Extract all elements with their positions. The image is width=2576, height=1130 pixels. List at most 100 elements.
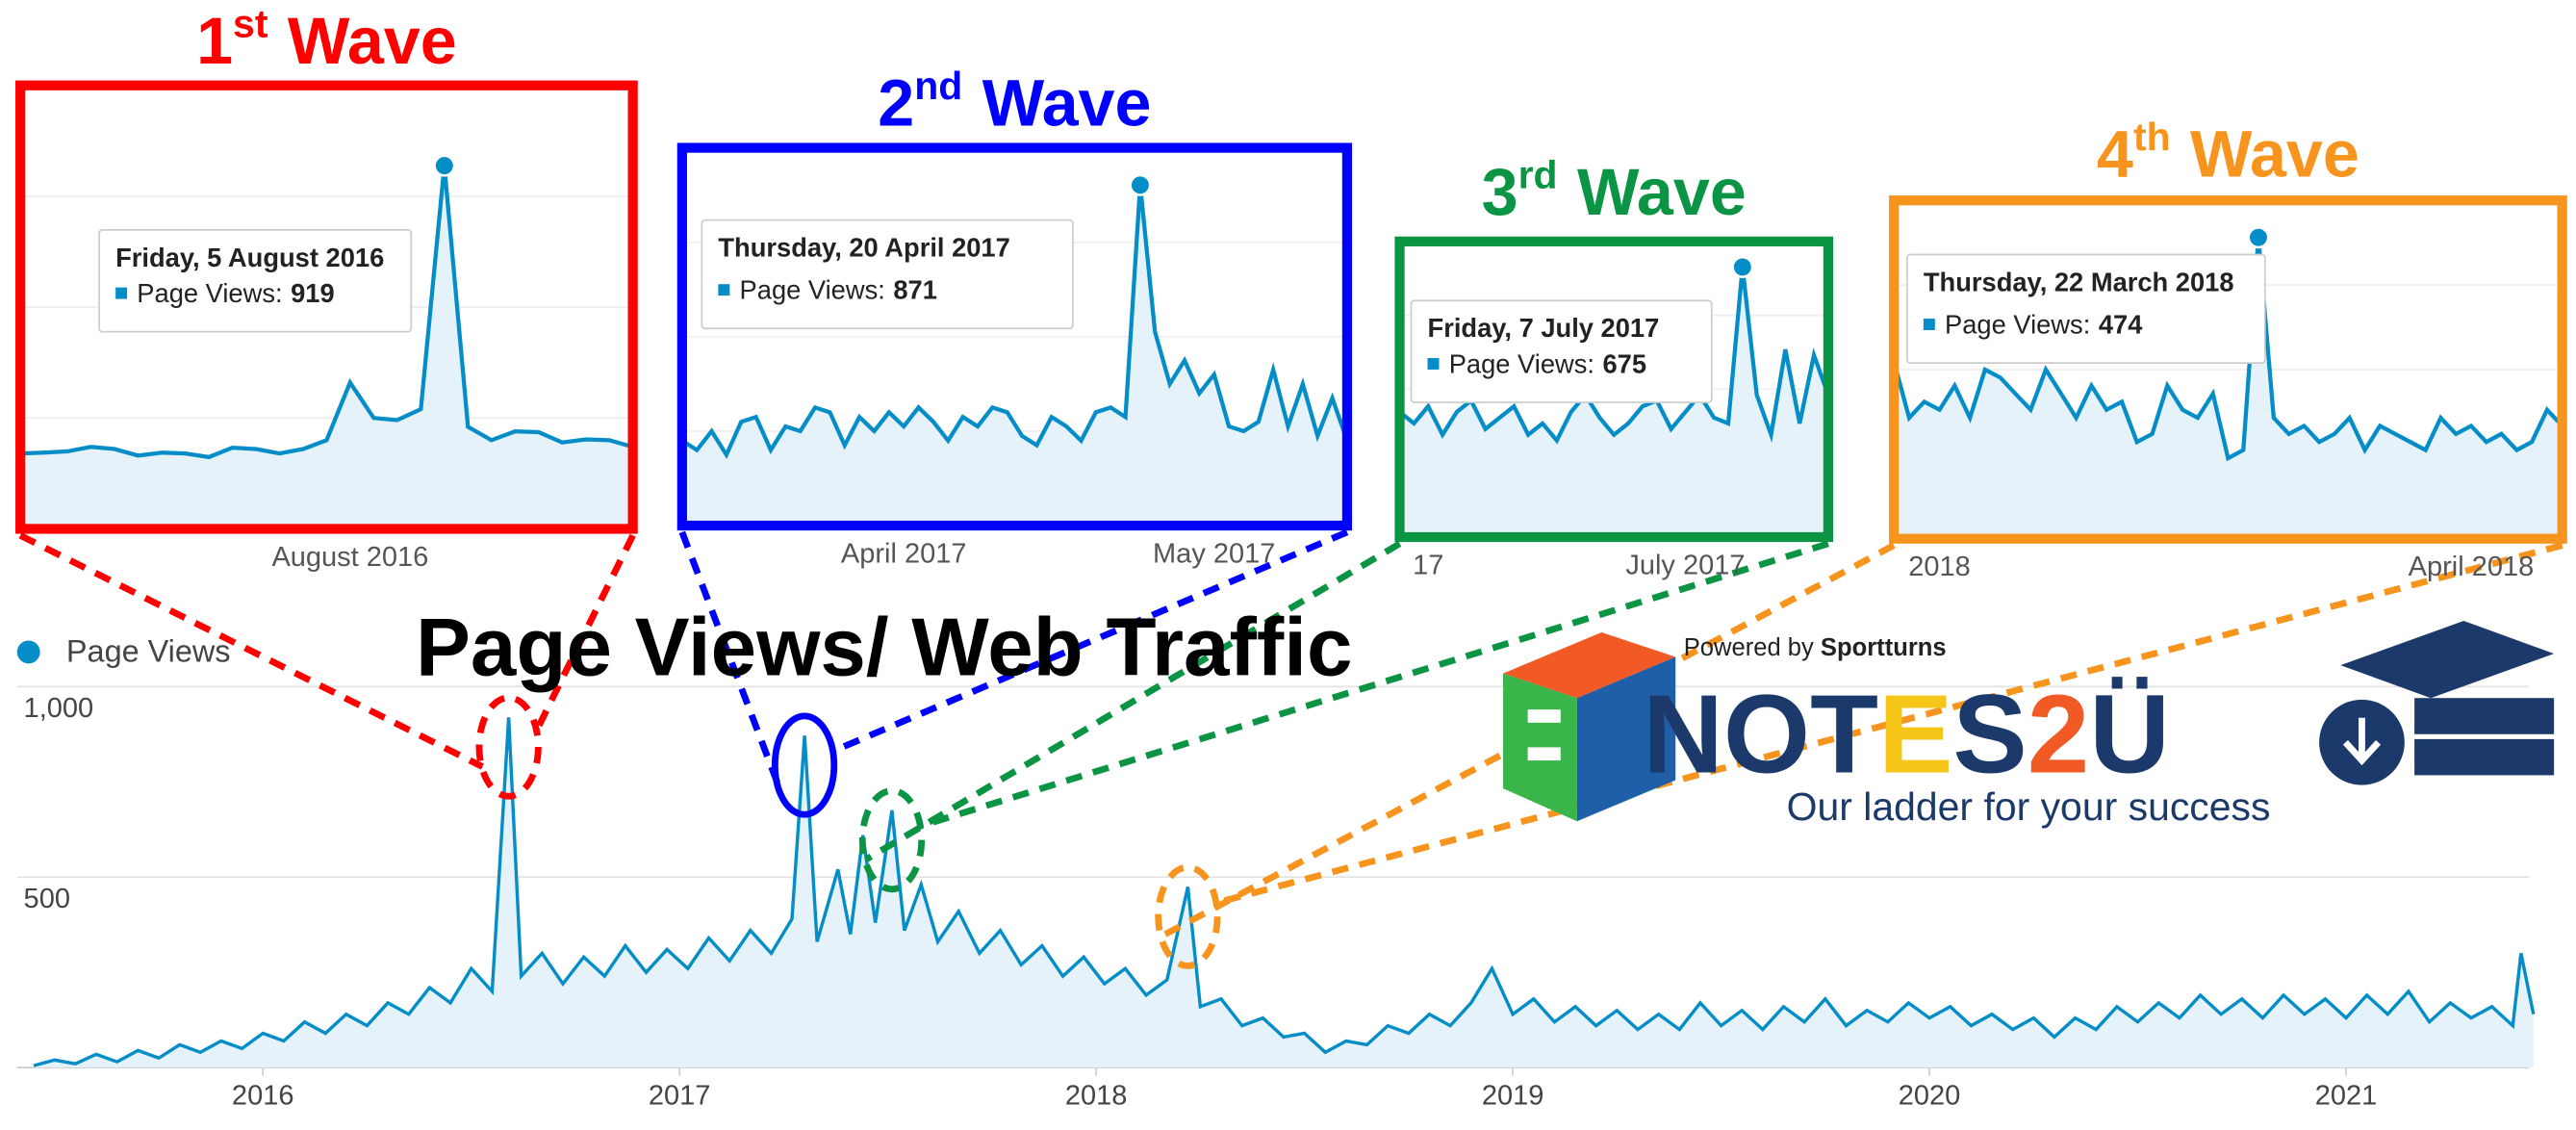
tooltip-date: Friday, 7 July 2017 (1428, 313, 1660, 343)
inset-x-label: July 2017 (1625, 550, 1745, 580)
wordmark-part: S (1952, 671, 2027, 796)
inset-line (681, 185, 1347, 460)
main-chart: 500 1,000 2016 2017 2018 2019 2020 2021 Page Vie… (16, 634, 2536, 1112)
wordmark-part: NOT (1643, 671, 1878, 796)
tooltip-swatch (1427, 357, 1440, 370)
wave-number: 4 (2097, 118, 2133, 192)
inset: Thursday, 22 March 2018 Page Views: 474 201… (1889, 115, 2567, 582)
tooltip-label: Page Views: (137, 278, 282, 308)
line (33, 717, 2536, 1067)
wave-word: Wave (1577, 156, 1747, 229)
download-arrow (2342, 717, 2382, 766)
connector (917, 540, 1829, 831)
connector (1212, 542, 2563, 907)
logo-cube-right (1576, 656, 1676, 822)
wave-title: 4th Wave (2097, 115, 2359, 192)
connector (829, 528, 1349, 756)
x-tick-label: 2016 (232, 1081, 294, 1112)
inset-area (20, 166, 633, 529)
wordmark-part: E (1878, 671, 1952, 796)
inset-frame (1394, 236, 1834, 543)
x-tick-label: 2020 (1899, 1081, 1961, 1112)
inset-area (1894, 237, 2563, 539)
inset-x-label: April 2017 (841, 538, 967, 569)
tooltip-number: 474 (2099, 310, 2143, 340)
connector (18, 532, 484, 770)
tooltip (98, 229, 413, 333)
wave-ordinal: th (2133, 115, 2171, 159)
wave-number: 1 (196, 5, 233, 78)
peak-marker (2247, 226, 2270, 249)
tooltip-date: Thursday, 22 March 2018 (1924, 267, 2234, 296)
tooltip-swatch (718, 284, 730, 296)
logo-e-bar (1527, 747, 1561, 761)
x-tick-label: 2021 (2315, 1081, 2378, 1112)
wave-insets: Friday, 5 August 2016 Page Views: 919 Augus… (15, 1, 2567, 582)
book-icon (2414, 738, 2555, 776)
connector (678, 530, 781, 786)
tooltip (701, 218, 1074, 330)
inset-x-label: August 2016 (271, 542, 428, 573)
highlight-ring (771, 712, 838, 818)
x-tick-label: 2018 (1065, 1081, 1128, 1112)
tooltip-date: Friday, 5 August 2016 (115, 243, 384, 272)
peak-marker (433, 154, 456, 177)
inset-area (1399, 267, 1828, 537)
tooltip-label: Page Views: (1945, 310, 2090, 340)
tooltip-value: Page Views: 871 (740, 275, 937, 305)
wave-title: 1st Wave (196, 1, 457, 78)
area (33, 717, 2534, 1068)
tooltip-label: Page Views: (740, 275, 885, 305)
wordmark-part: 2 (2028, 671, 2090, 796)
tooltip-date: Thursday, 20 April 2017 (718, 233, 1009, 263)
legend-label: Page Views (66, 634, 231, 669)
brand: Sportturns (1821, 634, 1947, 661)
tooltip (1410, 299, 1713, 403)
inset-x-label: April 2018 (2409, 552, 2535, 582)
connectors (18, 528, 2563, 969)
inset-frame (15, 80, 638, 534)
tooltip-label: Page Views: (1449, 349, 1594, 379)
tooltip-number: 871 (893, 275, 937, 305)
connector (863, 540, 1402, 863)
powered-by: Powered by (1684, 634, 1814, 661)
wave-word: Wave (2190, 118, 2359, 192)
y-tick-label: 1,000 (24, 693, 94, 724)
wave-title: 3rd Wave (1482, 152, 1747, 229)
inset-x-label: 2018 (1908, 552, 1971, 582)
logo-powered: Powered by Sportturns (1684, 634, 1947, 661)
wave-number: 2 (878, 67, 914, 141)
inset: Friday, 5 August 2016 Page Views: 919 Augus… (15, 1, 638, 573)
y-tick-label: 500 (24, 884, 70, 914)
inset-line (1894, 237, 2563, 462)
wave-ordinal: st (233, 1, 268, 45)
highlight-ring (475, 694, 542, 800)
tooltip-value: Page Views: 474 (1945, 310, 2143, 340)
inset-frame (676, 142, 1353, 531)
tooltip (1905, 253, 2266, 364)
logo: Powered by Sportturns NOTES2Ü Our ladder… (1503, 621, 2555, 829)
tooltip-value: Page Views: 675 (1449, 349, 1646, 379)
tooltip-number: 675 (1603, 349, 1647, 379)
tooltip-number: 919 (291, 278, 335, 308)
wordmark-part: Ü (2089, 671, 2170, 796)
book-icon (2340, 621, 2555, 699)
highlight-ring (858, 787, 926, 893)
inset-line (20, 165, 633, 460)
logo-e-bar (1527, 709, 1561, 723)
wave-number: 3 (1482, 156, 1518, 229)
inset: Friday, 7 July 2017 Page Views: 675 17 July … (1394, 152, 1834, 580)
inset-x-label: May 2017 (1153, 538, 1275, 569)
wave-title: 2nd Wave (878, 64, 1151, 141)
tooltip-swatch (1923, 319, 1935, 330)
logo-cube-top (1503, 631, 1676, 699)
x-tick-label: 2019 (1482, 1081, 1544, 1112)
tooltip-swatch (115, 287, 128, 299)
inset-plot (681, 173, 1347, 526)
wave-ordinal: nd (914, 64, 962, 108)
book-icon (2414, 698, 2555, 734)
inset-x-label: 17 (1413, 550, 1443, 580)
wave-ordinal: rd (1518, 152, 1558, 196)
